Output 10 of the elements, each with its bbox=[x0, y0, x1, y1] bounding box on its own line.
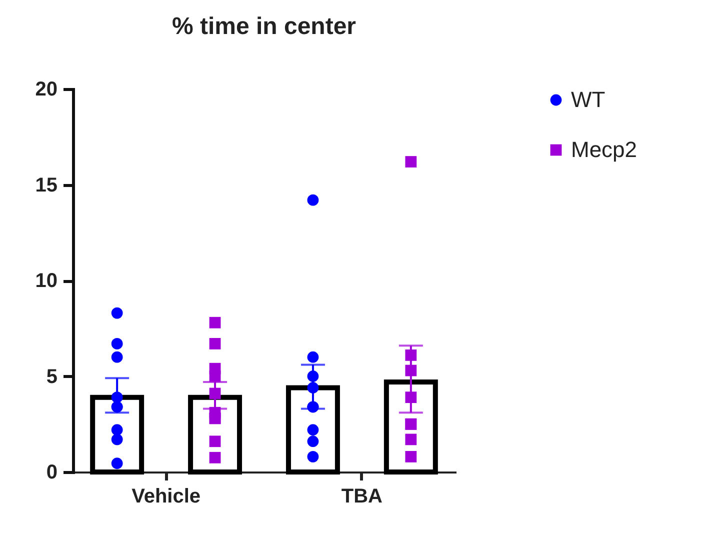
legend-label: WT bbox=[571, 87, 606, 112]
y-tick-label: 20 bbox=[35, 78, 58, 100]
y-tick-label: 15 bbox=[35, 174, 58, 196]
chart-title: % time in center bbox=[172, 13, 356, 40]
y-tick-label: 5 bbox=[46, 366, 58, 388]
y-tick-label: 10 bbox=[35, 270, 58, 292]
y-tick-label: 0 bbox=[46, 462, 58, 484]
legend-label: Mecp2 bbox=[571, 137, 638, 162]
x-tick-label: TBA bbox=[341, 486, 383, 508]
x-tick-label: Vehicle bbox=[132, 486, 201, 508]
